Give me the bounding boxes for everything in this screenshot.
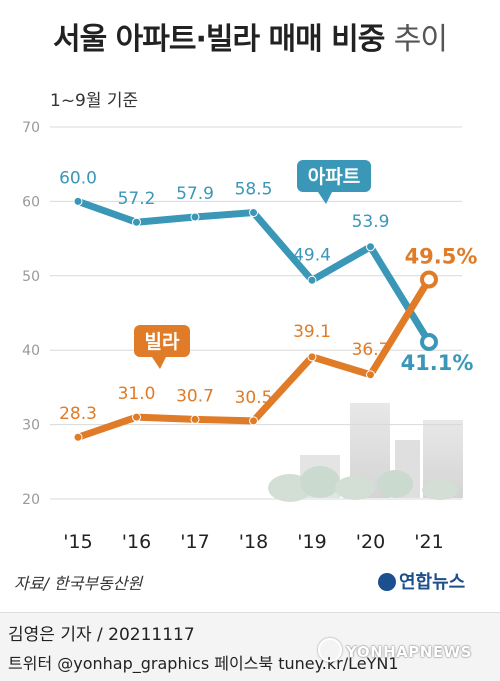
credit-bar: [0, 612, 500, 681]
logo-text: 연합뉴스: [399, 572, 466, 593]
data-label-apartment: 49.4: [293, 245, 331, 265]
legend-label-villa: 빌라: [145, 331, 180, 353]
data-point-apartment: [132, 217, 141, 227]
y-tick-label: 30: [22, 418, 40, 434]
data-point-apartment: [249, 208, 258, 218]
legend-callout-villa: 빌라: [134, 325, 190, 369]
x-tick-label: '19: [297, 531, 326, 553]
data-point-apartment: [420, 333, 438, 352]
legend-label-apartment: 아파트: [308, 166, 360, 188]
x-tick-label: '18: [239, 531, 268, 553]
data-point-villa: [307, 352, 317, 362]
watermark: YONHAPNEWS: [318, 638, 472, 662]
data-label-villa: 39.1: [293, 322, 331, 342]
chart-title: 서울 아파트·빌라 매매 비중 추이: [0, 14, 500, 58]
data-label-apartment: 58.5: [235, 180, 273, 200]
watermark-text: YONHAPNEWS: [346, 643, 472, 661]
y-tick-label: 60: [22, 194, 40, 210]
credit-social: 트위터 @yonhap_graphics 페이스북 tuney.kr/LeYN1: [8, 654, 399, 673]
data-point-villa: [420, 270, 438, 289]
line-chart: 20 30 40 50 60 70 '15 '16 '17 '18 '19 '20 '21 60.0 5…: [22, 120, 478, 553]
data-point-apartment: [307, 275, 317, 285]
data-label-villa: 36.7: [352, 340, 390, 360]
data-label-apartment: 60.0: [59, 168, 97, 188]
data-point-villa: [132, 412, 141, 422]
data-point-villa: [73, 432, 83, 442]
x-tick-label: '16: [122, 531, 151, 553]
data-label-apartment: 53.9: [352, 212, 390, 232]
y-tick-label: 20: [22, 492, 40, 508]
x-tick-label: '17: [180, 531, 209, 553]
x-tick-label: '21: [414, 531, 443, 553]
data-label-villa: 49.5%: [405, 245, 478, 269]
chart-title-main: 서울 아파트·빌라 매매 비중: [53, 22, 385, 57]
chart-subtitle: 1~9월 기준: [50, 91, 139, 111]
x-tick-label: '20: [356, 531, 385, 553]
y-tick-label: 50: [22, 269, 40, 285]
data-label-villa: 28.3: [59, 404, 97, 424]
data-label-villa: 31.0: [118, 384, 156, 404]
y-tick-label: 70: [22, 120, 40, 136]
data-label-apartment: 57.9: [176, 184, 214, 204]
data-point-villa: [366, 370, 375, 380]
data-point-villa: [190, 414, 200, 424]
data-label-apartment: 57.2: [118, 189, 156, 209]
y-tick-label: 40: [22, 343, 40, 359]
data-label-villa: 30.5: [235, 388, 273, 408]
skyline-illustration: [268, 403, 463, 502]
chart-title-light: 추이: [393, 22, 448, 57]
logo-icon: [378, 573, 396, 591]
data-label-villa: 30.7: [176, 386, 214, 406]
data-point-villa: [249, 416, 258, 426]
source-note: 자료/ 한국부동산원: [14, 574, 143, 593]
watermark-icon: [318, 638, 342, 662]
data-label-apartment: 41.1%: [401, 351, 474, 375]
yonhap-logo: 연합뉴스: [378, 568, 465, 594]
data-point-apartment: [190, 212, 200, 222]
x-tick-label: '15: [63, 531, 92, 553]
data-point-apartment: [73, 196, 83, 206]
credit-reporter: 김영은 기자 / 20211117: [8, 625, 195, 645]
data-point-apartment: [366, 242, 375, 252]
legend-callout-apartment: 아파트: [297, 160, 371, 204]
